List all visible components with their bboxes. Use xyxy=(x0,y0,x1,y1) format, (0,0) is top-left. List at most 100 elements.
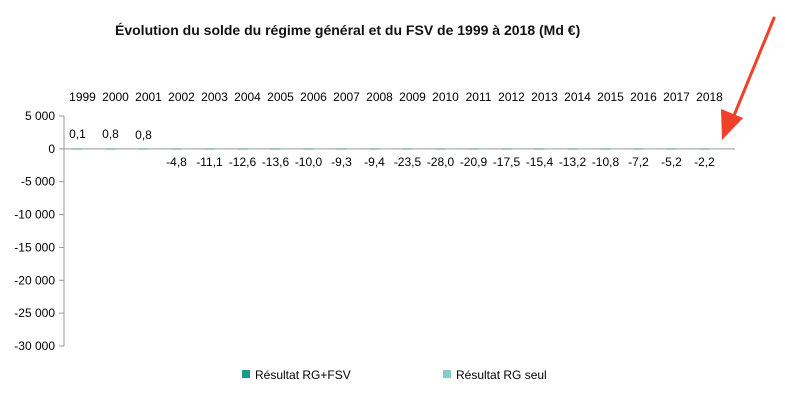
legend-swatch xyxy=(242,370,250,378)
data-label: -5,2 xyxy=(661,155,682,169)
bar-rg-seul-2007 xyxy=(346,148,357,150)
data-label: -20,9 xyxy=(460,155,488,169)
arrow-shaft xyxy=(731,16,776,120)
bar-rg-seul-2001 xyxy=(148,148,159,150)
y-axis: 5 000 0 -5 000 -10 000 -15 000 -20 000 -25 000… xyxy=(14,109,735,353)
data-label: -28,0 xyxy=(427,155,455,169)
data-label: -15,4 xyxy=(526,155,554,169)
bar-rg-seul-2005 xyxy=(280,148,291,150)
bar-rg-fsv-2000 xyxy=(105,148,116,150)
data-labels: 0,1 0,8 0,8 -4,8 -11,1 -12,6 -13,6 -10,0 -9,3 -9,… xyxy=(69,127,715,169)
data-label: -9,3 xyxy=(331,155,352,169)
bar-rg-fsv-2015 xyxy=(600,148,611,150)
data-label: -7,2 xyxy=(628,155,649,169)
x-tick-label: 2007 xyxy=(333,90,360,104)
x-tick-label: 2016 xyxy=(630,90,657,104)
annotation-arrow xyxy=(721,16,776,140)
x-tick-label: 2001 xyxy=(135,90,162,104)
x-tick-label: 2008 xyxy=(366,90,393,104)
bar-rg-fsv-2006 xyxy=(303,148,314,150)
bar-rg-fsv-2007 xyxy=(336,148,347,150)
data-label: -13,6 xyxy=(262,155,290,169)
data-label: 0,1 xyxy=(69,127,86,141)
x-tick-label: 2005 xyxy=(267,90,294,104)
data-label: -4,8 xyxy=(166,155,187,169)
x-tick-label: 2015 xyxy=(597,90,624,104)
bar-rg-fsv-2013 xyxy=(534,148,545,150)
bar-rg-fsv-2002 xyxy=(171,148,182,150)
bar-rg-seul-2004 xyxy=(247,148,258,150)
bar-rg-fsv-2014 xyxy=(567,148,578,150)
bar-rg-fsv-2018 xyxy=(699,148,710,150)
bar-rg-seul-2012 xyxy=(511,148,522,150)
data-label: -12,6 xyxy=(229,155,257,169)
y-tick-label: 0 xyxy=(48,142,55,156)
bar-rg-seul-2003 xyxy=(214,148,225,150)
bar-rg-fsv-2001 xyxy=(138,148,149,150)
legend: Résultat RG+FSV Résultat RG seul xyxy=(242,368,547,382)
bar-rg-fsv-2012 xyxy=(501,148,512,150)
data-label: -10,8 xyxy=(592,155,620,169)
data-label: 0,8 xyxy=(135,128,152,142)
legend-swatch xyxy=(443,370,451,378)
y-tick-label: -25 000 xyxy=(14,306,55,320)
bar-rg-seul-2017 xyxy=(676,148,687,150)
data-label: -11,1 xyxy=(196,155,223,169)
bar-rg-fsv-2016 xyxy=(633,148,644,150)
bar-rg-fsv-2017 xyxy=(666,148,677,150)
bar-rg-seul-2002 xyxy=(181,148,192,150)
x-tick-label: 2011 xyxy=(466,90,492,104)
x-tick-label: 2012 xyxy=(498,90,525,104)
bar-rg-fsv-2003 xyxy=(204,148,215,150)
x-tick-label: 2006 xyxy=(300,90,327,104)
y-tick-label: -5 000 xyxy=(21,175,55,189)
chart-title: Évolution du solde du régime général et … xyxy=(115,22,580,38)
bars xyxy=(72,148,720,150)
bar-rg-fsv-1999 xyxy=(72,148,83,150)
bar-rg-seul-2009 xyxy=(412,148,423,150)
x-tick-label: 2002 xyxy=(168,90,195,104)
bar-rg-seul-2015 xyxy=(610,148,621,150)
legend-label: Résultat RG+FSV xyxy=(255,368,351,382)
bar-rg-seul-2011 xyxy=(478,148,489,150)
bar-rg-seul-2016 xyxy=(643,148,654,150)
bar-rg-seul-2018 xyxy=(709,148,720,150)
x-tick-labels: 1999 2000 2001 2002 2003 2004 2005 2006 2007 2008… xyxy=(69,90,723,104)
x-tick-label: 2014 xyxy=(564,90,591,104)
y-tick-label: -30 000 xyxy=(14,339,55,353)
x-tick-label: 2010 xyxy=(432,90,459,104)
x-tick-label: 2000 xyxy=(102,90,129,104)
data-label: -13,2 xyxy=(559,155,587,169)
bar-rg-fsv-2004 xyxy=(237,148,248,150)
bar-rg-seul-2008 xyxy=(379,148,390,150)
bar-rg-seul-2006 xyxy=(313,148,324,150)
data-label: -10,0 xyxy=(295,155,323,169)
arrow-head xyxy=(721,109,743,140)
y-tick-label: -10 000 xyxy=(14,208,55,222)
data-label: 0,8 xyxy=(102,127,119,141)
bar-rg-fsv-2008 xyxy=(369,148,380,150)
x-tick-label: 2013 xyxy=(531,90,558,104)
bar-rg-fsv-2011 xyxy=(468,148,479,150)
x-tick-label: 2003 xyxy=(201,90,228,104)
data-label: -2,2 xyxy=(694,155,715,169)
y-tick-label: 5 000 xyxy=(25,109,55,123)
x-tick-label: 2017 xyxy=(663,90,690,104)
data-label: -9,4 xyxy=(364,155,385,169)
x-tick-label: 2018 xyxy=(696,90,723,104)
data-label: -23,5 xyxy=(394,155,422,169)
bar-rg-seul-2013 xyxy=(544,148,555,150)
x-tick-label: 2009 xyxy=(399,90,426,104)
bar-rg-fsv-2009 xyxy=(402,148,413,150)
data-label: -17,5 xyxy=(493,155,521,169)
legend-label: Résultat RG seul xyxy=(456,368,547,382)
bar-rg-fsv-2010 xyxy=(435,148,446,150)
y-tick-label: -20 000 xyxy=(14,273,55,287)
x-tick-label: 2004 xyxy=(234,90,261,104)
bar-rg-fsv-2005 xyxy=(270,148,281,150)
x-tick-label: 1999 xyxy=(69,90,96,104)
y-tick-label: -15 000 xyxy=(14,240,55,254)
bar-rg-seul-2014 xyxy=(577,148,588,150)
bar-rg-seul-2010 xyxy=(445,148,456,150)
